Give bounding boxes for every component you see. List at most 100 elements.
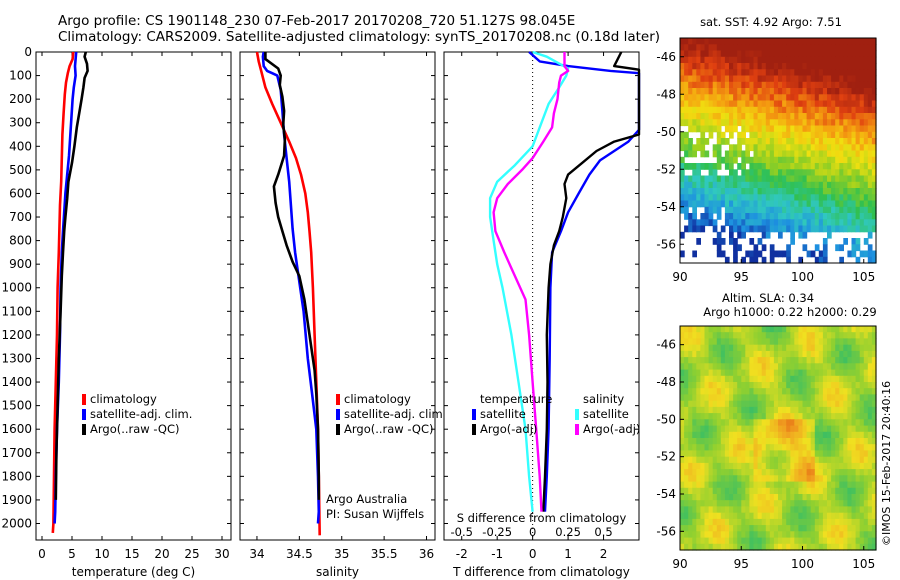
map-cell	[798, 219, 804, 227]
map-cell	[704, 326, 710, 333]
map-cell	[863, 75, 869, 83]
map-cell	[761, 419, 767, 427]
map-cell	[753, 406, 759, 414]
map-cell	[684, 500, 689, 507]
title-line-2: Climatology: CARS2009. Satellite-adjuste…	[58, 29, 661, 45]
map-cell	[708, 406, 714, 414]
map-cell	[700, 213, 706, 220]
map-cell	[720, 44, 726, 52]
map-cell	[859, 131, 865, 139]
map-cell	[794, 156, 799, 164]
map-cell	[859, 44, 865, 52]
map-cell	[843, 81, 848, 89]
map-cell	[802, 244, 808, 252]
map-cell	[729, 113, 734, 120]
map-cell	[688, 63, 693, 70]
map-cell	[786, 113, 791, 120]
map-cell	[692, 475, 697, 483]
map-cell	[700, 382, 706, 389]
map-cell	[859, 344, 865, 352]
map-cell	[802, 406, 808, 414]
map-cell	[790, 100, 795, 108]
map-cell	[794, 518, 799, 526]
map-cell	[863, 419, 869, 427]
map-cell	[863, 219, 869, 227]
map-cell	[806, 450, 812, 458]
map-cell	[822, 81, 828, 89]
map-cell	[822, 194, 828, 202]
map-cell	[806, 512, 812, 520]
map-cell	[704, 69, 710, 77]
map-cell	[765, 413, 771, 420]
map-cell	[814, 400, 820, 408]
map-cell	[863, 200, 869, 208]
map-cell	[761, 106, 767, 114]
map-cell	[818, 50, 824, 58]
map-cell	[704, 394, 710, 402]
map-cell	[716, 44, 722, 52]
map-cell	[855, 200, 861, 208]
map-cell	[822, 369, 828, 377]
map-cell	[729, 175, 734, 183]
map-cell	[871, 382, 877, 389]
map-y-tick-label: -56	[656, 237, 676, 251]
map-cell	[737, 338, 742, 346]
map-cell	[692, 213, 697, 220]
map-cell	[749, 113, 755, 120]
map-cell	[724, 438, 730, 445]
map-cell	[782, 181, 787, 189]
map-cell	[778, 163, 783, 170]
map-cell	[773, 531, 779, 539]
map-cell	[729, 481, 734, 489]
map-cell	[704, 388, 710, 395]
map-cell	[827, 326, 832, 333]
map-cell	[847, 375, 853, 383]
map-cell	[692, 394, 697, 402]
map-cell	[863, 382, 869, 389]
map-cell	[716, 525, 722, 532]
map-cell	[700, 357, 706, 364]
map-cell	[782, 219, 787, 227]
map-cell	[810, 88, 816, 95]
map-cell	[696, 119, 701, 127]
map-cell	[716, 125, 722, 133]
map-cell	[680, 382, 685, 389]
map-cell	[855, 219, 861, 227]
map-cell	[782, 75, 787, 83]
map-cell	[806, 394, 812, 402]
map-cell	[839, 456, 844, 464]
map-cell	[741, 363, 746, 371]
map-cell	[818, 375, 824, 383]
map-cell	[810, 338, 816, 346]
map-cell	[688, 175, 693, 183]
map-cell	[794, 206, 799, 214]
panel-frame	[239, 51, 436, 541]
map-cell	[704, 119, 710, 127]
map-cell	[798, 487, 804, 495]
map-cell	[831, 350, 836, 358]
map-cell	[757, 50, 763, 58]
map-cell	[708, 75, 714, 83]
map-cell	[684, 206, 689, 214]
map-cell	[778, 94, 783, 102]
map-cell	[827, 219, 832, 227]
map-cell	[757, 56, 763, 64]
map-cell	[847, 419, 853, 427]
map-cell	[765, 100, 771, 108]
map-cell	[729, 231, 734, 239]
map-cell	[729, 63, 734, 70]
map-cell	[818, 326, 824, 333]
map-cell	[790, 487, 795, 495]
map-cell	[798, 88, 804, 95]
map-cell	[847, 131, 853, 139]
map-cell	[761, 88, 767, 95]
map-cell	[778, 181, 783, 189]
map-cell	[692, 169, 697, 177]
map-cell	[757, 350, 763, 358]
map-cell	[822, 543, 828, 551]
map-cell	[684, 332, 689, 339]
map-cell	[871, 38, 877, 45]
map-cell	[692, 400, 697, 408]
map-cell	[806, 131, 812, 139]
map-cell	[814, 525, 820, 532]
